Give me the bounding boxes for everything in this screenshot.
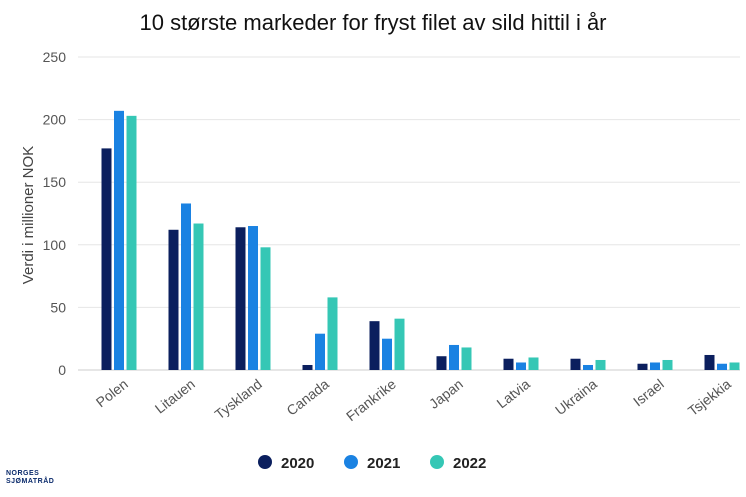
x-tick-label: Canada <box>283 376 332 419</box>
x-tick-label: Ukraina <box>552 376 600 418</box>
bar-2022-polen <box>126 115 137 371</box>
bar-2021-ukraina <box>583 364 593 370</box>
legend-item-2021: 2021 <box>344 455 400 472</box>
legend-marker <box>430 455 444 469</box>
bar-2020-polen <box>101 148 112 370</box>
x-tick-label: Japan <box>426 376 466 412</box>
y-tick-label: 150 <box>43 174 67 190</box>
logo-line-1: NORGES <box>6 470 40 477</box>
bar-2021-japan <box>449 344 459 370</box>
bar-2020-tyskland <box>235 227 246 370</box>
y-axis-label: Verdi i millioner NOK <box>20 146 37 284</box>
logo-line-2: SJØMATRÅD <box>6 478 55 485</box>
bar-2022-tsjekkia <box>729 362 740 370</box>
bar-2020-litauen <box>168 229 179 370</box>
x-tick-label: Frankrike <box>343 376 399 425</box>
norges-sjomatrad-logo: NORGES SJØMATRÅD <box>6 470 54 486</box>
bars <box>101 110 740 371</box>
legend-marker <box>258 455 272 469</box>
bar-2020-japan <box>436 356 447 370</box>
bar-2020-tsjekkia <box>704 354 715 370</box>
legend-item-2020: 2020 <box>258 455 314 472</box>
bar-2020-israel <box>637 363 648 370</box>
bar-2022-tyskland <box>260 247 271 370</box>
y-tick-label: 200 <box>43 112 67 128</box>
legend: 2020 2021 2022 <box>258 455 486 472</box>
bar-2022-frankrike <box>394 318 405 370</box>
bar-2021-canada <box>315 333 325 370</box>
bar-2022-litauen <box>193 223 204 370</box>
bar-2022-israel <box>662 359 673 370</box>
y-tick-label: 250 <box>43 49 67 65</box>
bar-2022-latvia <box>528 357 539 370</box>
bar-2022-ukraina <box>595 359 606 370</box>
bar-2020-latvia <box>503 358 514 370</box>
legend-label: 2022 <box>453 455 486 472</box>
legend-item-2022: 2022 <box>430 455 486 472</box>
x-tick-label: Polen <box>93 376 131 411</box>
bar-2020-frankrike <box>369 321 380 370</box>
y-axis-ticks: 0 50 100 150 200 250 <box>43 49 67 378</box>
x-tick-label: Litauen <box>152 376 198 417</box>
x-tick-label: Latvia <box>494 376 533 412</box>
x-tick-label: Tsjekkia <box>685 376 734 419</box>
bar-2022-japan <box>461 347 472 370</box>
y-tick-label: 50 <box>50 299 66 315</box>
legend-label: 2021 <box>367 455 400 472</box>
legend-label: 2020 <box>281 455 314 472</box>
bar-2021-polen <box>114 110 124 370</box>
bar-2020-canada <box>302 364 313 370</box>
bar-2021-israel <box>650 362 660 370</box>
legend-marker <box>344 455 358 469</box>
bar-2021-latvia <box>516 362 526 370</box>
bar-2021-litauen <box>181 203 191 370</box>
x-tick-label: Tyskland <box>211 376 264 423</box>
bar-2022-canada <box>327 297 338 370</box>
y-tick-label: 100 <box>43 237 67 253</box>
bar-2020-ukraina <box>570 358 581 370</box>
bar-2021-frankrike <box>382 338 392 370</box>
x-axis-ticks: Polen Litauen Tyskland Canada Frankrike Japan… <box>93 376 734 425</box>
x-tick-label: Israel <box>630 376 667 410</box>
bar-2021-tyskland <box>248 226 258 370</box>
chart-title: 10 største markeder for fryst filet av s… <box>139 10 606 35</box>
y-tick-label: 0 <box>58 362 66 378</box>
bar-2021-tsjekkia <box>717 363 727 370</box>
